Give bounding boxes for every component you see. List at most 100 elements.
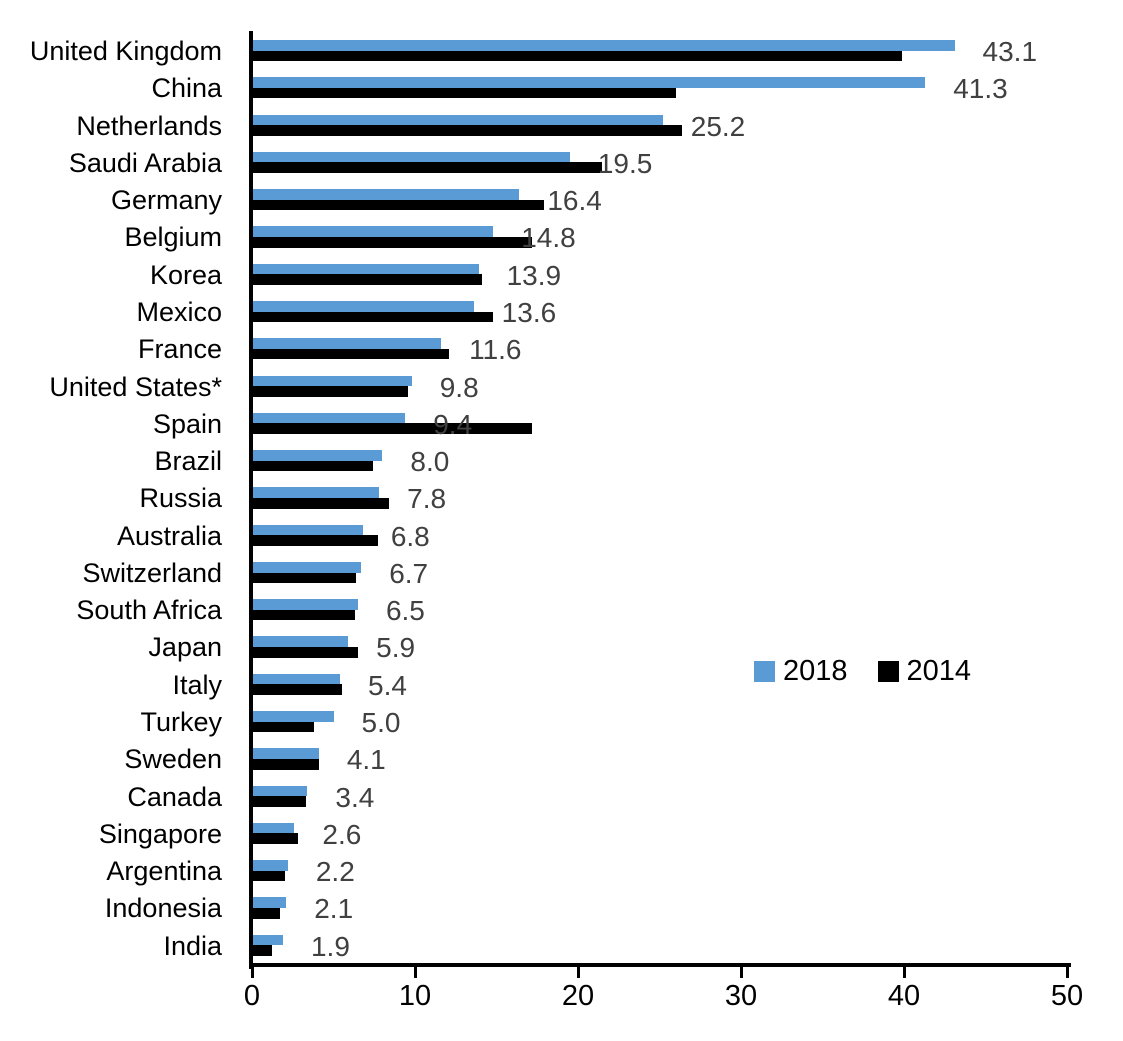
bar-2018 [252, 934, 283, 946]
bar-2018 [252, 822, 295, 834]
bar-2018 [252, 151, 570, 163]
value-label: 16.4 [547, 185, 602, 217]
bar-2014 [252, 647, 358, 658]
bar-2018 [252, 599, 358, 610]
chart-row: Sweden 4.1 [0, 741, 1123, 778]
chart-row: Singapore 2.6 [0, 816, 1123, 853]
value-label: 19.5 [597, 147, 653, 179]
chart-row: China 41.3 [0, 70, 1123, 107]
x-tick-label: 30 [724, 980, 758, 1012]
bar-2018 [252, 785, 308, 797]
category-label: Mexico [136, 296, 222, 327]
bar-2014 [252, 162, 603, 174]
category-label: United Kingdom [29, 36, 222, 66]
category-label: Germany [110, 185, 222, 216]
category-label: Turkey [140, 707, 222, 738]
chart-row: India 1.9 [0, 928, 1123, 965]
bar-2018 [252, 412, 406, 424]
value-label: 7.8 [407, 483, 447, 515]
value-label: 1.9 [310, 930, 350, 962]
category-label: Australia [116, 520, 222, 551]
chart-row: Russia 7.8 [0, 480, 1123, 517]
category-label: Japan [148, 632, 222, 663]
value-label: 6.7 [389, 557, 429, 589]
bar-2018 [252, 114, 663, 126]
category-label: Canada [127, 781, 222, 812]
x-tick-label: 40 [887, 980, 921, 1012]
bar-2014 [252, 684, 342, 695]
bar-2014 [252, 348, 450, 360]
bar-2018 [252, 300, 474, 312]
value-label: 2.2 [315, 856, 355, 888]
value-label: 25.2 [690, 110, 746, 142]
x-tick-mark [413, 967, 417, 978]
value-label: 43.1 [982, 36, 1038, 67]
category-label: Saudi Arabia [68, 147, 222, 178]
category-label: Indonesia [104, 893, 222, 924]
category-label: Korea [149, 259, 222, 290]
value-label: 14.8 [521, 222, 576, 254]
value-label: 11.6 [469, 334, 522, 366]
x-tick-mark [1065, 967, 1069, 978]
chart-row: Germany 16.4 [0, 182, 1123, 219]
value-label: 13.6 [501, 296, 557, 328]
bar-2014 [252, 125, 683, 136]
value-label: 3.4 [335, 781, 375, 813]
value-label: 2.1 [314, 893, 354, 925]
chart-row: Canada 3.4 [0, 779, 1123, 816]
bar-2018 [252, 40, 955, 51]
bar-2014 [252, 945, 272, 956]
bar-2018 [252, 226, 494, 237]
chart-row: Australia 6.8 [0, 518, 1123, 555]
bar-2018 [252, 450, 383, 461]
bar-2014 [252, 460, 373, 472]
bar-2014 [252, 423, 533, 434]
bar-2014 [252, 796, 306, 807]
bar-2018 [252, 189, 520, 200]
bar-2018 [252, 338, 442, 349]
value-label: 5.4 [368, 669, 407, 701]
value-label: 5.0 [361, 707, 401, 739]
legend-item-2014: 2014 [877, 654, 972, 687]
value-label: 4.1 [346, 744, 386, 776]
category-label: France [137, 334, 222, 365]
value-label: 6.5 [385, 595, 425, 627]
legend-swatch-icon [877, 660, 899, 682]
value-label: 41.3 [953, 73, 1008, 105]
x-tick-mark [250, 967, 254, 978]
bar-2014 [252, 572, 357, 584]
category-label: Sweden [124, 744, 222, 775]
bar-2018 [252, 673, 341, 685]
value-label: 9.8 [439, 371, 479, 403]
bar-2014 [252, 386, 409, 397]
x-tick-mark [902, 967, 906, 978]
bar-2014 [252, 236, 533, 248]
chart-row: Brazil 8.0 [0, 443, 1123, 480]
bar-2014 [252, 870, 285, 882]
bar-2018 [252, 263, 479, 275]
bar-2018 [252, 77, 926, 88]
x-tick-label: 10 [398, 980, 432, 1012]
legend: 2018 2014 [754, 651, 971, 691]
legend-label: 2014 [906, 654, 972, 687]
category-label: Russia [139, 483, 222, 514]
chart-row: United Kingdom 43.1 [0, 33, 1123, 70]
x-tick-label: 0 [243, 980, 261, 1012]
category-label: Argentina [106, 856, 222, 887]
bar-2014 [252, 758, 319, 770]
x-axis-line [249, 963, 1071, 967]
chart-row: Mexico 13.6 [0, 294, 1123, 331]
value-label: 6.8 [390, 520, 430, 552]
chart-row: Turkey 5.0 [0, 704, 1123, 741]
bar-2014 [252, 50, 903, 62]
bar-2018 [252, 860, 288, 871]
value-label: 13.9 [506, 259, 562, 291]
category-label: Brazil [154, 446, 222, 477]
chart-row: Spain 9.4 [0, 406, 1123, 443]
chart-row: Switzerland 6.7 [0, 555, 1123, 592]
chart-row: South Africa 6.5 [0, 592, 1123, 629]
bar-2014 [252, 311, 494, 323]
category-label: Spain [152, 408, 222, 439]
bar-2018 [252, 561, 362, 573]
